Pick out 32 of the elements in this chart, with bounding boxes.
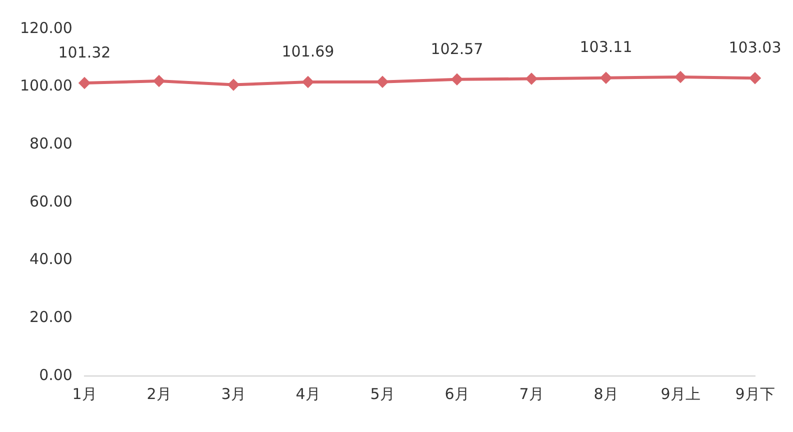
point: [750, 72, 760, 84]
x-tick-label: 3月: [221, 384, 246, 403]
data-label: 101.69: [282, 42, 334, 60]
data-label: 102.57: [430, 40, 484, 58]
point: [526, 73, 537, 84]
data-label: 101.32: [58, 43, 111, 62]
y-tick-label: 40.00: [30, 250, 72, 268]
y-tick-label: 120.00: [20, 18, 72, 37]
x-tick-label: 9月上: [660, 384, 700, 403]
x-tick-label: 9月下: [735, 384, 775, 403]
x-tick-label: 8月: [594, 384, 618, 403]
data-label: 103.11: [580, 38, 632, 56]
point: [675, 72, 686, 82]
x-tick-label: 2月: [146, 384, 172, 403]
y-tick-label: 0.00: [39, 366, 72, 384]
point: [78, 78, 90, 89]
y-tick-label: 60.00: [30, 192, 72, 210]
point: [451, 74, 462, 85]
point: [302, 76, 314, 88]
point: [228, 79, 239, 90]
x-tick-label: 6月: [444, 384, 470, 403]
y-tick-label: 20.00: [30, 308, 72, 326]
x-tick-label: 7月: [519, 384, 544, 403]
x-tick-label: 4月: [296, 384, 320, 403]
x-tick-label: 5月: [370, 384, 395, 403]
point: [153, 76, 164, 87]
data-label: 103.03: [728, 38, 782, 56]
point: [376, 76, 388, 88]
x-tick-label: 1月: [72, 384, 97, 403]
point: [600, 72, 612, 84]
y-tick-label: 80.00: [30, 134, 72, 153]
y-tick-label: 100.00: [20, 76, 72, 95]
